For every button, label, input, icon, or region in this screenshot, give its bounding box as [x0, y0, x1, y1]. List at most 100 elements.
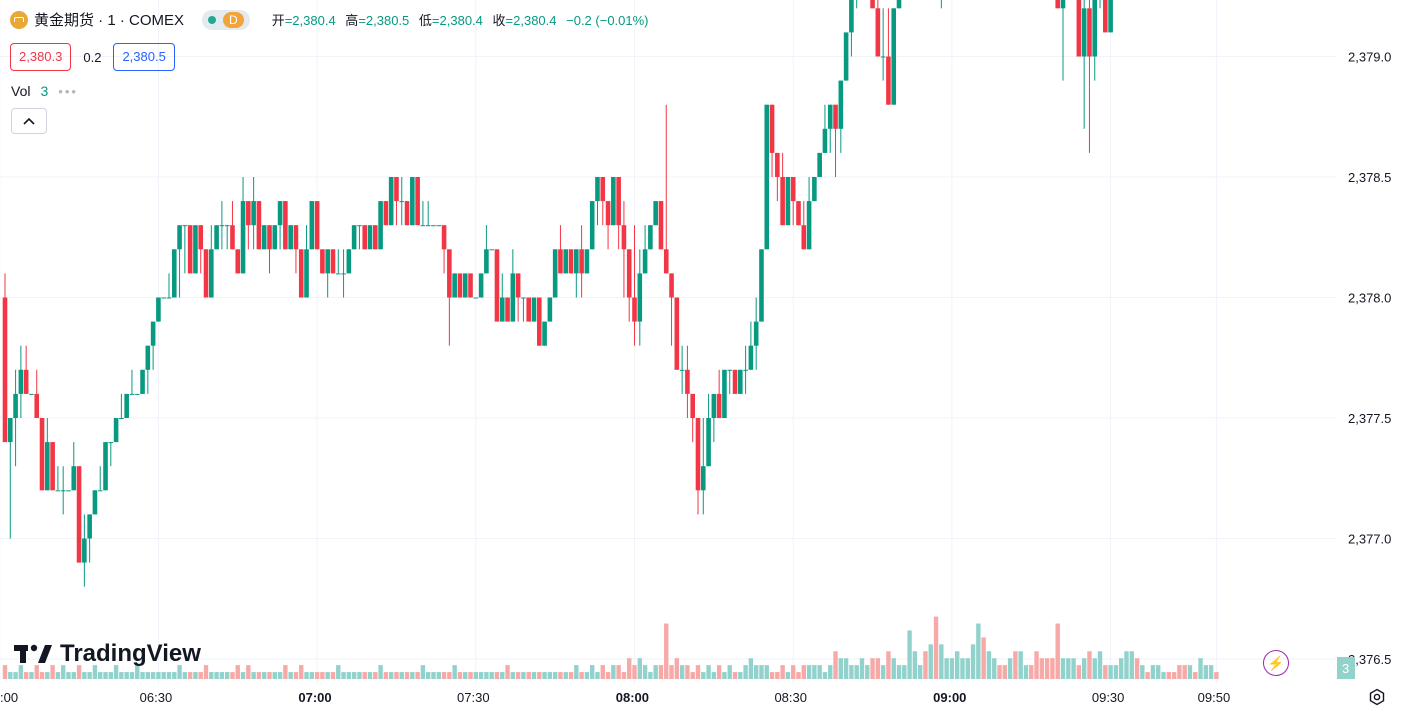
market-status-pill[interactable]: D	[202, 9, 250, 30]
candle-body	[362, 225, 368, 250]
candle-body	[891, 8, 897, 105]
volume-bar	[907, 630, 912, 679]
volume-bar	[436, 672, 441, 679]
candle-body	[261, 225, 267, 250]
volume-bar	[796, 672, 801, 679]
candle-body	[722, 369, 727, 418]
volume-bar	[537, 672, 542, 679]
volume-bar	[822, 672, 828, 679]
candle-body	[150, 321, 156, 346]
volume-bar	[362, 672, 367, 679]
gear-icon	[1369, 688, 1385, 706]
gold-coin-icon	[10, 10, 28, 29]
volume-bar	[1013, 651, 1018, 679]
lightning-icon[interactable]: ⚡	[1263, 650, 1289, 676]
sell-button[interactable]: 2,380.3	[10, 43, 72, 71]
volume-bar	[13, 672, 18, 679]
volume-bar	[98, 672, 103, 679]
volume-bar	[574, 665, 579, 679]
candle-body	[1108, 0, 1113, 33]
volume-bar	[849, 665, 854, 679]
ohlc-open-value: =2,380.4	[284, 13, 336, 28]
price-tick-label: 2,377.0	[1348, 532, 1391, 547]
volume-bar	[457, 672, 463, 679]
price-chart[interactable]	[0, 0, 1336, 684]
volume-bar	[632, 665, 637, 679]
volume-bar	[410, 672, 415, 679]
candle-body	[203, 249, 209, 298]
candle-body	[505, 297, 510, 322]
candle-body	[685, 369, 690, 394]
volume-bar	[293, 672, 299, 679]
volume-bar	[108, 672, 113, 679]
tradingview-logo[interactable]: TradingView	[14, 640, 201, 668]
volume-bar	[939, 644, 944, 679]
collapse-legend-button[interactable]	[11, 108, 47, 134]
chart-canvas[interactable]	[0, 0, 1336, 684]
volume-bar	[145, 672, 151, 679]
volume-bar	[780, 665, 785, 679]
volume-bar	[246, 665, 251, 679]
volume-bar	[500, 672, 505, 679]
candle-body	[383, 201, 389, 226]
volume-bar	[1097, 651, 1103, 679]
volume-bar	[1193, 672, 1198, 679]
candle-body	[235, 249, 241, 274]
volume-bar	[71, 672, 76, 679]
volume-bar	[944, 658, 949, 679]
ohlc-close-value: =2,380.4	[505, 13, 557, 28]
candle-body	[373, 225, 378, 250]
volume-bar	[870, 658, 875, 679]
time-tick-label: 09:00	[933, 690, 966, 705]
candle-body	[790, 177, 796, 202]
candle-body	[563, 249, 569, 274]
ohlc-close-label: 收	[492, 13, 506, 28]
time-axis[interactable]: :00 06:30 07:00 07:30 08:00 08:30 09:00 09:30 09…	[0, 684, 1408, 710]
candle-body	[129, 393, 135, 395]
more-options-icon[interactable]: •••	[58, 83, 78, 99]
volume-bar	[595, 672, 600, 679]
candle-body	[452, 273, 457, 298]
volume-bar	[547, 672, 553, 679]
candle-body	[510, 273, 516, 322]
volume-bar	[463, 672, 468, 679]
time-axis-canvas[interactable]: :00 06:30 07:00 07:30 08:00 08:30 09:00 09:30 09…	[0, 684, 1408, 710]
volume-bar	[992, 658, 997, 679]
candle-body	[775, 152, 780, 177]
volume-bar	[542, 672, 547, 679]
volume-legend[interactable]: Vol 3 •••	[11, 83, 78, 99]
volume-bar	[627, 658, 632, 679]
candle-body	[394, 177, 399, 202]
volume-bar	[272, 672, 277, 679]
time-tick-label: 07:30	[457, 690, 490, 705]
price-axis-canvas[interactable]: 2,376.5 2,377.0 2,377.5 2,378.0 2,378.5 2,379…	[1336, 0, 1408, 684]
candle-body	[351, 225, 357, 250]
volume-bar	[394, 672, 399, 679]
volume-bar	[1018, 651, 1023, 679]
candle-body	[346, 249, 352, 274]
symbol-title[interactable]: 黄金期货 · 1 · COMEX	[34, 12, 185, 29]
settings-icon[interactable]	[1368, 688, 1386, 711]
volume-bar	[902, 665, 907, 679]
volume-bar	[759, 665, 764, 679]
buy-button[interactable]: 2,380.5	[113, 43, 175, 71]
volume-bar	[426, 672, 431, 679]
candle-body	[378, 201, 383, 250]
volume-bar	[420, 665, 426, 679]
candle-body	[843, 32, 849, 81]
candle-body	[60, 490, 66, 492]
volume-bar	[701, 672, 706, 679]
price-axis[interactable]: 2,376.5 2,377.0 2,377.5 2,378.0 2,378.5 2,379…	[1336, 0, 1408, 684]
volume-bar	[806, 665, 812, 679]
volume-bar	[320, 672, 325, 679]
volume-bar	[214, 672, 219, 679]
volume-bar	[415, 672, 420, 679]
candle-body	[521, 297, 526, 299]
candle-body	[716, 393, 722, 418]
volume-bar	[1002, 665, 1008, 679]
volume-bar	[240, 672, 246, 679]
candle-body	[806, 201, 812, 250]
volume-bar	[865, 665, 870, 679]
candle-body	[272, 225, 278, 250]
volume-bar	[124, 672, 129, 679]
